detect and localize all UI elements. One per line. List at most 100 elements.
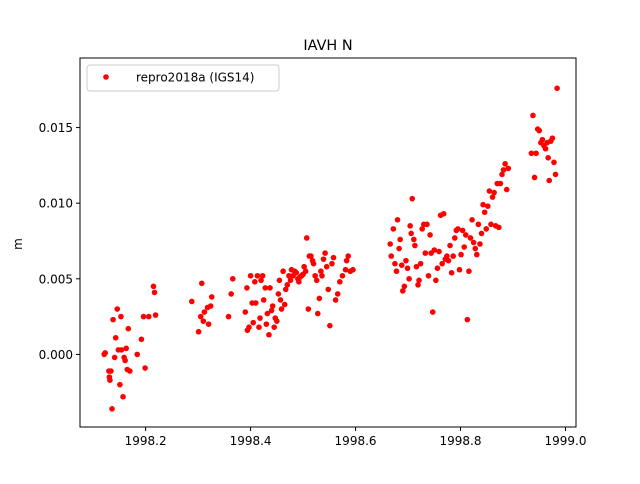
legend-marker <box>103 74 109 80</box>
data-point <box>470 239 477 246</box>
plot-frame <box>79 57 577 428</box>
data-point <box>118 347 125 353</box>
data-point <box>242 309 249 315</box>
data-point <box>398 262 405 268</box>
data-point <box>489 194 496 200</box>
data-point <box>293 269 300 276</box>
data-point <box>408 230 414 237</box>
data-point <box>488 221 494 228</box>
data-point <box>197 313 204 320</box>
data-point <box>505 165 512 172</box>
data-point <box>286 272 292 279</box>
data-point <box>330 254 337 261</box>
data-point <box>312 272 318 279</box>
data-point <box>284 282 291 288</box>
data-point <box>287 277 294 284</box>
x-tick-label: 1998.4 <box>230 434 272 448</box>
data-point <box>462 232 469 238</box>
data-point <box>112 334 119 341</box>
data-point <box>102 350 108 356</box>
data-point <box>444 253 450 259</box>
data-point <box>264 310 271 317</box>
data-point <box>110 316 116 323</box>
data-point <box>536 127 543 134</box>
data-point <box>401 283 408 290</box>
data-point <box>394 217 401 223</box>
legend-label: repro2018a (IGS14) <box>136 71 254 85</box>
y-tick-label: 0.015 <box>39 121 73 135</box>
data-point <box>117 381 123 388</box>
y-tick-label: 0.000 <box>39 348 73 362</box>
data-point <box>531 174 538 181</box>
data-point <box>542 145 549 152</box>
data-point <box>228 291 234 297</box>
data-point <box>253 300 259 306</box>
data-point <box>392 260 398 267</box>
data-point <box>528 150 535 157</box>
data-point <box>459 227 466 234</box>
data-point <box>417 260 424 267</box>
data-point <box>120 393 126 400</box>
data-point <box>406 276 412 282</box>
data-point <box>280 268 286 275</box>
data-point <box>445 257 452 264</box>
y-axis: 0.000 0.005 0.010 0.015 <box>39 121 80 362</box>
data-point <box>257 315 263 321</box>
data-point <box>467 235 474 241</box>
data-point <box>308 253 314 259</box>
data-point <box>485 203 491 209</box>
data-point <box>419 226 426 232</box>
data-point <box>415 282 421 288</box>
data-point <box>337 279 343 285</box>
data-point <box>399 288 406 294</box>
data-point <box>142 365 148 371</box>
data-point <box>145 313 152 320</box>
data-point <box>323 263 330 270</box>
data-point <box>276 277 283 284</box>
data-point <box>407 223 413 229</box>
data-point <box>545 155 551 161</box>
data-point <box>436 248 442 255</box>
data-point <box>319 272 325 279</box>
data-point <box>278 306 285 312</box>
data-point <box>461 244 468 250</box>
data-point <box>455 226 461 232</box>
data-point <box>497 180 504 187</box>
data-point <box>269 303 276 309</box>
data-point <box>318 268 324 275</box>
data-point <box>195 328 202 335</box>
data-point <box>263 321 270 327</box>
data-point <box>503 186 510 193</box>
x-tick-label: 1998.8 <box>440 434 482 448</box>
data-point <box>393 268 400 275</box>
data-point <box>313 277 320 284</box>
data-point <box>481 209 488 216</box>
data-point <box>277 297 284 303</box>
data-point <box>134 351 141 358</box>
data-point <box>251 279 258 285</box>
data-point <box>342 266 349 273</box>
data-point <box>416 277 422 284</box>
data-point <box>403 257 409 264</box>
data-point <box>343 257 350 264</box>
data-point <box>499 171 505 178</box>
data-point <box>439 260 445 267</box>
data-point <box>464 316 471 323</box>
data-point <box>502 161 508 167</box>
data-point <box>266 331 272 338</box>
data-point <box>549 135 556 141</box>
data-points <box>101 85 560 412</box>
data-point <box>350 266 356 273</box>
data-point <box>282 286 289 293</box>
data-point <box>281 301 288 308</box>
data-point <box>500 167 507 173</box>
data-point <box>466 268 472 275</box>
data-point <box>271 324 278 330</box>
data-point <box>123 345 129 352</box>
legend-box <box>86 64 280 92</box>
data-point <box>201 309 208 315</box>
data-point <box>127 368 133 374</box>
data-point <box>469 217 475 223</box>
data-point <box>530 112 536 119</box>
